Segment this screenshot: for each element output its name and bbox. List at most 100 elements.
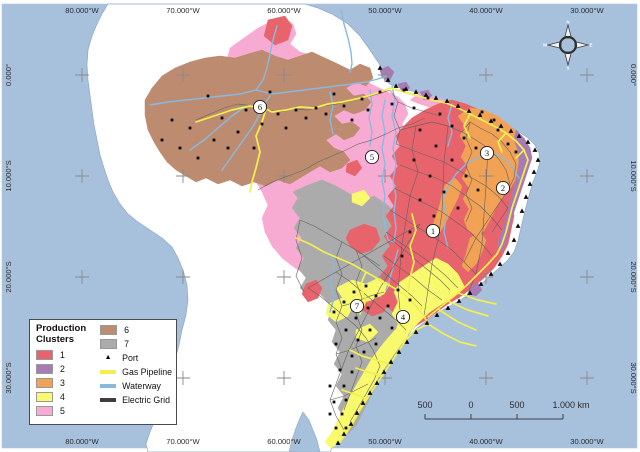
- port-triangle: [348, 421, 354, 426]
- map-label: 30.000°S: [4, 362, 13, 393]
- gas-pipeline-line: [497, 132, 507, 153]
- legend-item-electric-grid: Electric Grid: [100, 393, 172, 407]
- grid-node-square: [252, 146, 256, 150]
- gas-pipeline-line: [389, 87, 529, 255]
- gas-pipeline-line: [427, 253, 498, 318]
- graticule-cross: [580, 68, 594, 82]
- grid-node-square: [390, 102, 394, 106]
- grid-node-square: [344, 426, 348, 430]
- legend-swatch-cluster-2: [36, 364, 53, 374]
- legend-item-port: ▲ Port: [100, 351, 172, 365]
- port-triangle: [396, 349, 402, 354]
- legend-swatch-cluster-6: [100, 325, 118, 335]
- grid-node-square: [366, 108, 370, 112]
- grid-node-square: [294, 108, 298, 112]
- grid-node-square: [350, 354, 354, 358]
- gas-pipeline-line: [447, 300, 489, 317]
- legend-label: 5: [60, 406, 65, 416]
- map-label: 1.000 km: [552, 400, 589, 410]
- legend-line-electric-grid: [100, 398, 117, 402]
- grid-node-square: [170, 118, 174, 122]
- grid-node-square: [244, 108, 248, 112]
- graticule-cross: [479, 270, 493, 284]
- grid-node-square: [476, 188, 480, 192]
- waterway-line: [329, 91, 334, 135]
- region-cluster-6-brown: [144, 49, 374, 187]
- grid-node-square: [360, 97, 364, 101]
- grid-node-square: [356, 338, 360, 342]
- map-label: 70.000°W: [166, 437, 200, 446]
- region-cluster-1-red: [263, 15, 293, 46]
- electric-grid-line: [465, 147, 489, 299]
- legend-swatch-cluster-1: [36, 350, 53, 360]
- cluster-marker-4: [395, 309, 411, 325]
- legend-box: Production Clusters 1 2 3 4 5 6 7 ▲ Port Gas Pip…: [29, 319, 177, 425]
- map-label: 60.000°W: [267, 6, 301, 15]
- electric-grid-line: [363, 255, 423, 307]
- grid-node-square: [352, 290, 356, 294]
- grid-node-square: [334, 426, 338, 430]
- map-label: N: [566, 20, 569, 25]
- cluster-marker-3: [479, 145, 495, 161]
- legend-label: 1: [60, 350, 65, 360]
- port-triangle: [455, 103, 461, 108]
- gas-pipeline-line: [295, 237, 429, 325]
- gas-pipeline-line: [195, 87, 391, 123]
- grid-node-square: [342, 300, 346, 304]
- graticule-cross: [277, 68, 291, 82]
- legend-item-waterway: Waterway: [100, 379, 172, 393]
- grid-node-square: [342, 384, 346, 388]
- grid-node-square: [344, 328, 348, 332]
- port-triangle: [478, 281, 484, 286]
- electric-grid-line: [461, 121, 517, 263]
- port-triangle: [508, 128, 514, 133]
- waterway-line: [149, 75, 387, 106]
- map-label: W: [543, 43, 548, 48]
- grid-node-square: [354, 316, 358, 320]
- grid-node-square: [188, 126, 192, 130]
- legend-line-waterway: [100, 384, 117, 388]
- waterway-line: [391, 85, 397, 243]
- graticule-cross: [378, 68, 392, 82]
- port-triangle: [519, 208, 525, 213]
- electric-grid-line: [335, 337, 377, 355]
- grid-node-square: [396, 288, 400, 292]
- grid-node-square: [366, 306, 370, 310]
- region-cluster-4-yellow: [351, 189, 371, 207]
- grid-node-square: [412, 106, 416, 110]
- grid-node-square: [268, 90, 272, 94]
- grid-node-square: [362, 350, 366, 354]
- electric-grid-line: [391, 239, 451, 291]
- graticule-cross: [75, 169, 89, 183]
- map-label: 20.000°S: [4, 261, 13, 292]
- graticule-cross: [580, 169, 594, 183]
- waterway-line: [368, 89, 373, 147]
- map-label: 10.000°S: [4, 160, 13, 191]
- gas-pipeline-line: [355, 367, 383, 377]
- graticule-cross: [378, 169, 392, 183]
- gas-pipeline-line: [349, 349, 391, 365]
- port-triangle: [433, 95, 439, 100]
- grid-node-square: [350, 118, 354, 122]
- graticule-cross: [580, 270, 594, 284]
- legend-label: 3: [60, 378, 65, 388]
- grid-node-square: [334, 342, 338, 346]
- waterway-line: [255, 25, 278, 91]
- map-label: 60.000°W: [267, 437, 301, 446]
- grid-node-square: [450, 158, 454, 162]
- grid-node-square: [206, 94, 210, 98]
- legend-label: 4: [60, 392, 65, 402]
- graticule-cross: [176, 169, 190, 183]
- port-triangle: [367, 390, 373, 395]
- port-triangle: [360, 400, 366, 405]
- graticule-cross: [176, 68, 190, 82]
- electric-grid-line: [329, 223, 421, 431]
- grid-node-square: [314, 106, 318, 110]
- grid-node-square: [342, 104, 346, 108]
- legend-label: Gas Pipeline: [122, 367, 172, 377]
- grid-node-square: [496, 128, 500, 132]
- grid-node-square: [364, 284, 368, 288]
- grid-node-square: [402, 88, 406, 92]
- grid-node-square: [324, 112, 328, 116]
